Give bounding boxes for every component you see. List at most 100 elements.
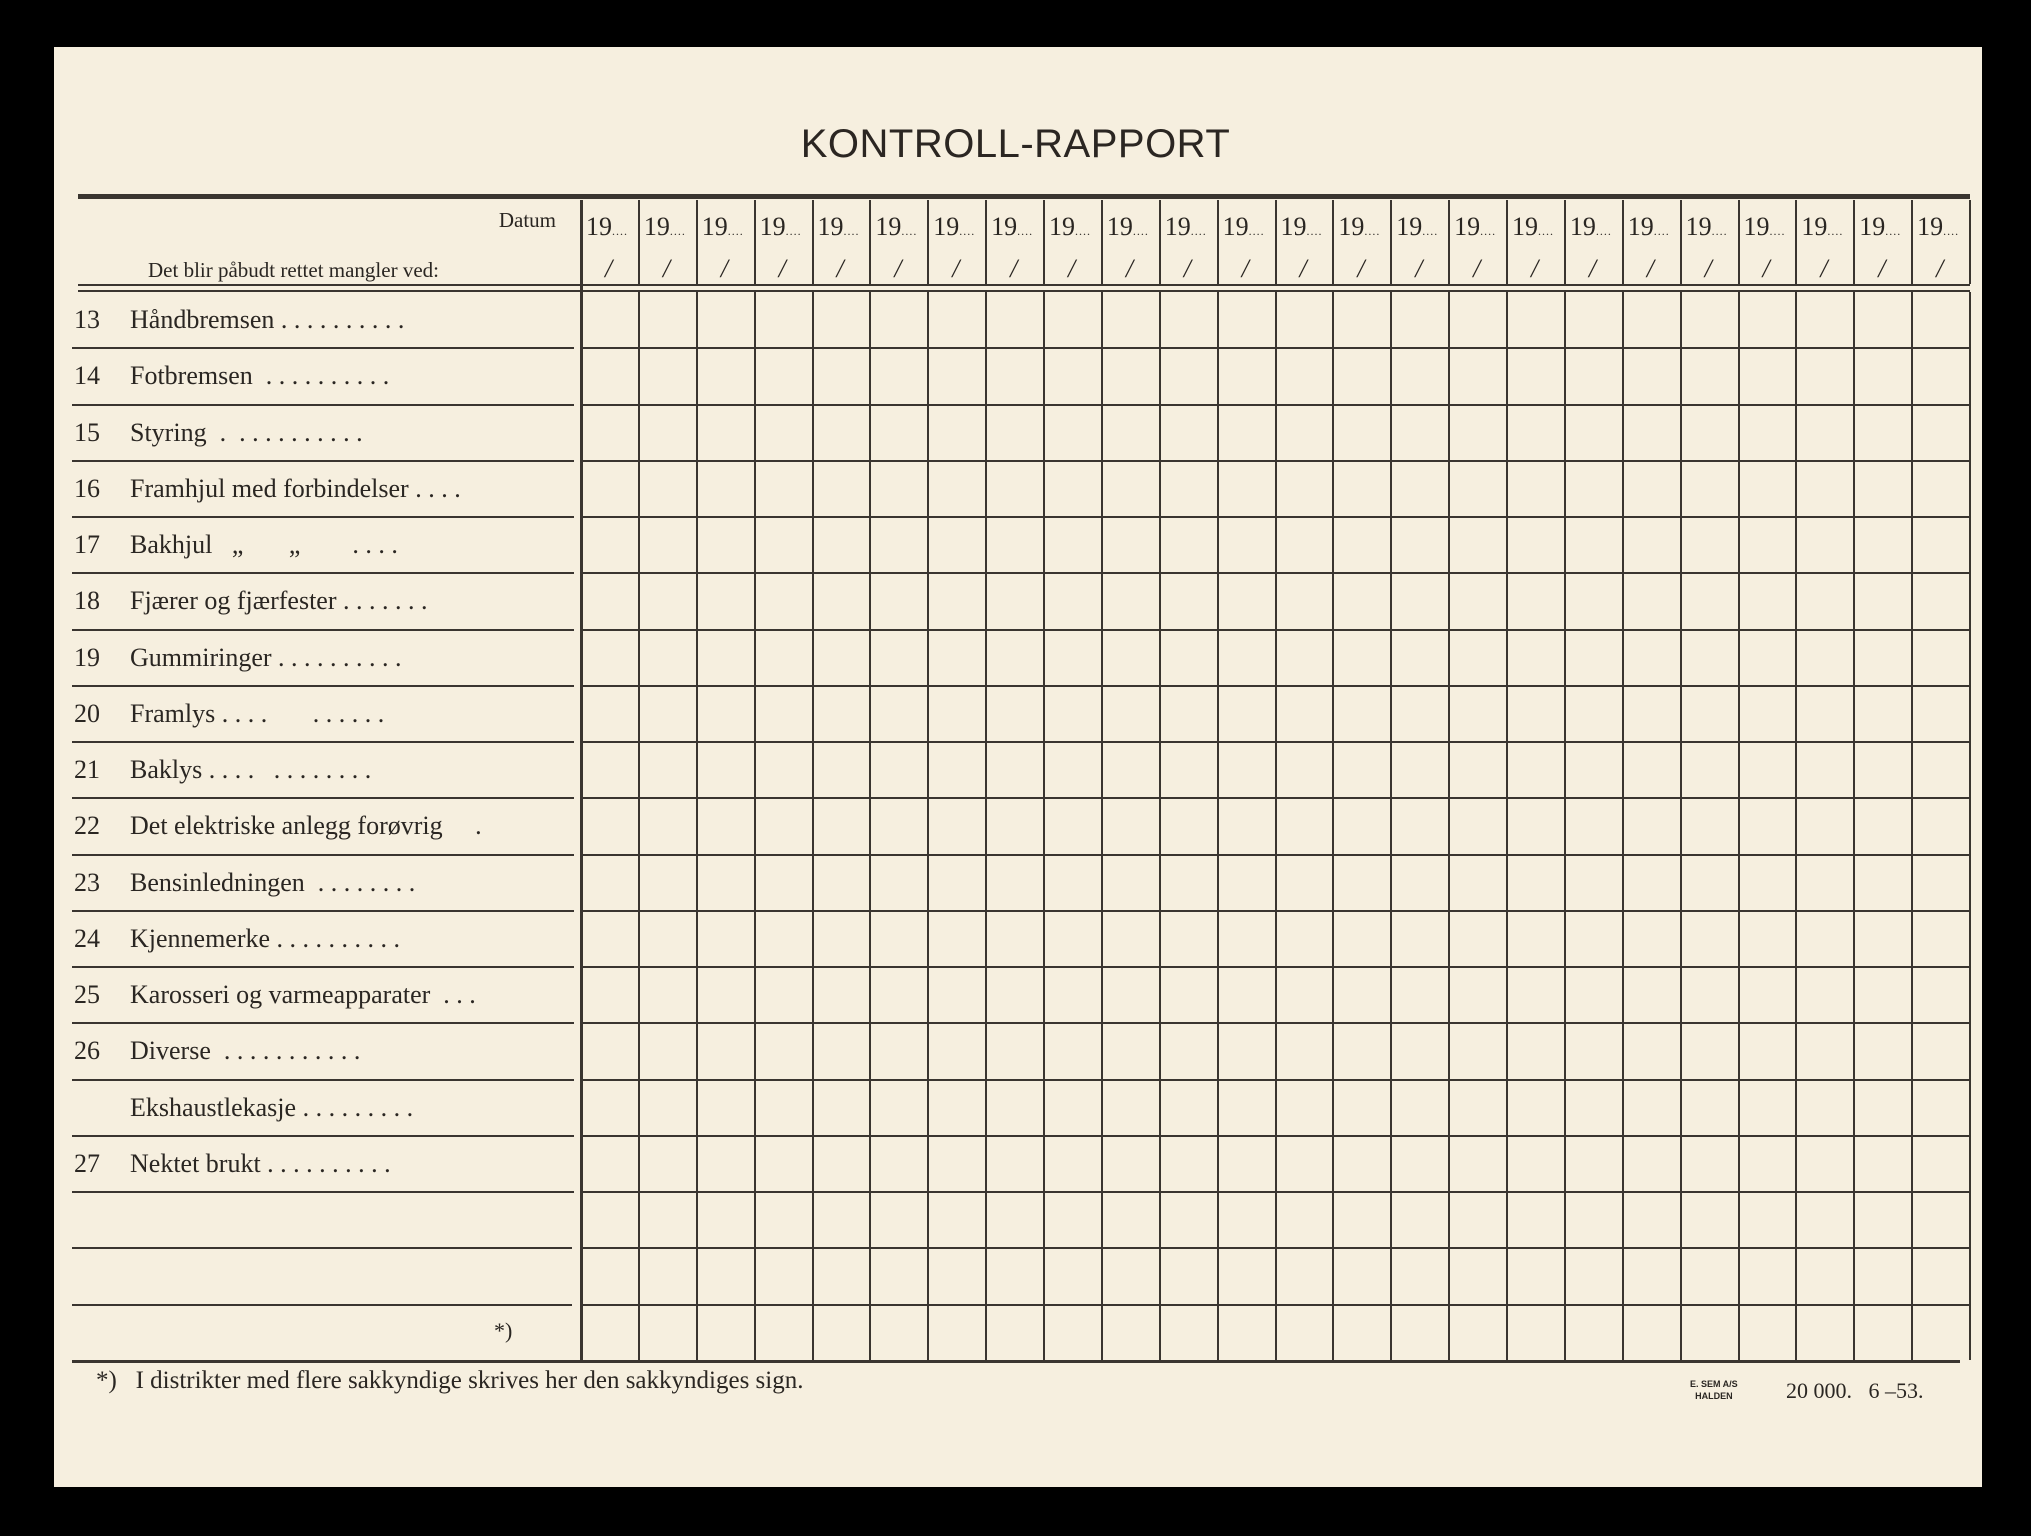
- check-cell[interactable]: [1855, 1024, 1910, 1077]
- date-field[interactable]: 19....: [875, 212, 917, 242]
- check-cell[interactable]: [1392, 968, 1447, 1021]
- check-cell[interactable]: [1624, 631, 1679, 684]
- check-cell[interactable]: [1103, 1249, 1158, 1302]
- check-cell[interactable]: [1392, 687, 1447, 740]
- check-cell[interactable]: [1508, 1193, 1563, 1246]
- check-cell[interactable]: [1103, 406, 1158, 459]
- check-cell[interactable]: [640, 968, 695, 1021]
- check-cell[interactable]: [987, 1249, 1042, 1302]
- check-cell[interactable]: [1740, 1306, 1795, 1359]
- check-cell[interactable]: [1797, 293, 1852, 346]
- check-cell[interactable]: [582, 462, 637, 515]
- check-cell[interactable]: [1334, 406, 1389, 459]
- check-cell[interactable]: [1103, 631, 1158, 684]
- check-cell[interactable]: [1045, 293, 1100, 346]
- check-cell[interactable]: [871, 1306, 926, 1359]
- check-cell[interactable]: [1508, 631, 1563, 684]
- check-cell[interactable]: [1797, 856, 1852, 909]
- check-cell[interactable]: [1682, 799, 1737, 852]
- check-cell[interactable]: [814, 574, 869, 627]
- check-cell[interactable]: [1508, 1081, 1563, 1134]
- check-cell[interactable]: [582, 912, 637, 965]
- check-cell[interactable]: [1740, 912, 1795, 965]
- check-cell[interactable]: [1508, 856, 1563, 909]
- check-cell[interactable]: [987, 518, 1042, 571]
- check-cell[interactable]: [1624, 912, 1679, 965]
- check-cell[interactable]: [1797, 462, 1852, 515]
- check-cell[interactable]: [1103, 799, 1158, 852]
- check-cell[interactable]: [1450, 743, 1505, 796]
- check-cell[interactable]: [871, 349, 926, 402]
- check-cell[interactable]: [1566, 1249, 1621, 1302]
- check-cell[interactable]: [1682, 406, 1737, 459]
- check-cell[interactable]: [987, 743, 1042, 796]
- check-cell[interactable]: [640, 293, 695, 346]
- check-cell[interactable]: [1277, 1081, 1332, 1134]
- check-cell[interactable]: [1103, 518, 1158, 571]
- check-cell[interactable]: [640, 1024, 695, 1077]
- check-cell[interactable]: [1682, 743, 1737, 796]
- check-cell[interactable]: [1566, 743, 1621, 796]
- check-cell[interactable]: [1740, 518, 1795, 571]
- check-cell[interactable]: [814, 799, 869, 852]
- check-cell[interactable]: [1450, 631, 1505, 684]
- check-cell[interactable]: [1277, 1249, 1332, 1302]
- check-cell[interactable]: [1855, 743, 1910, 796]
- check-cell[interactable]: [1740, 1024, 1795, 1077]
- check-cell[interactable]: [1566, 799, 1621, 852]
- check-cell[interactable]: [871, 856, 926, 909]
- check-cell[interactable]: [1740, 349, 1795, 402]
- check-cell[interactable]: [1334, 799, 1389, 852]
- check-cell[interactable]: [1392, 1249, 1447, 1302]
- check-cell[interactable]: [1740, 1249, 1795, 1302]
- check-cell[interactable]: [1740, 856, 1795, 909]
- check-cell[interactable]: [929, 1249, 984, 1302]
- check-cell[interactable]: [640, 406, 695, 459]
- check-cell[interactable]: [1277, 1306, 1332, 1359]
- check-cell[interactable]: [1682, 687, 1737, 740]
- check-cell[interactable]: [640, 1306, 695, 1359]
- check-cell[interactable]: [1913, 687, 1968, 740]
- check-cell[interactable]: [698, 574, 753, 627]
- check-cell[interactable]: [1045, 1306, 1100, 1359]
- check-cell[interactable]: [1566, 1306, 1621, 1359]
- check-cell[interactable]: [1566, 574, 1621, 627]
- check-cell[interactable]: [1334, 349, 1389, 402]
- check-cell[interactable]: [987, 856, 1042, 909]
- check-cell[interactable]: [1566, 1024, 1621, 1077]
- check-cell[interactable]: [814, 743, 869, 796]
- check-cell[interactable]: [1103, 1137, 1158, 1190]
- check-cell[interactable]: [1334, 687, 1389, 740]
- date-field[interactable]: 19....: [1049, 212, 1091, 242]
- check-cell[interactable]: [1277, 1137, 1332, 1190]
- check-cell[interactable]: [640, 1081, 695, 1134]
- check-cell[interactable]: [1855, 518, 1910, 571]
- check-cell[interactable]: [1450, 1137, 1505, 1190]
- check-cell[interactable]: [1392, 1137, 1447, 1190]
- check-cell[interactable]: [987, 631, 1042, 684]
- check-cell[interactable]: [1913, 912, 1968, 965]
- check-cell[interactable]: [756, 349, 811, 402]
- check-cell[interactable]: [698, 1137, 753, 1190]
- check-cell[interactable]: [1103, 743, 1158, 796]
- check-cell[interactable]: [871, 462, 926, 515]
- check-cell[interactable]: [756, 799, 811, 852]
- check-cell[interactable]: [814, 856, 869, 909]
- check-cell[interactable]: [640, 574, 695, 627]
- check-cell[interactable]: [987, 912, 1042, 965]
- check-cell[interactable]: [1277, 1024, 1332, 1077]
- check-cell[interactable]: [582, 687, 637, 740]
- check-cell[interactable]: [1682, 912, 1737, 965]
- check-cell[interactable]: [1797, 1306, 1852, 1359]
- check-cell[interactable]: [1797, 406, 1852, 459]
- check-cell[interactable]: [814, 518, 869, 571]
- check-cell[interactable]: [1219, 1024, 1274, 1077]
- check-cell[interactable]: [871, 687, 926, 740]
- check-cell[interactable]: [1913, 1137, 1968, 1190]
- check-cell[interactable]: [1277, 799, 1332, 852]
- check-cell[interactable]: [582, 1193, 637, 1246]
- check-cell[interactable]: [814, 1024, 869, 1077]
- check-cell[interactable]: [1913, 1249, 1968, 1302]
- check-cell[interactable]: [1624, 1306, 1679, 1359]
- check-cell[interactable]: [1161, 406, 1216, 459]
